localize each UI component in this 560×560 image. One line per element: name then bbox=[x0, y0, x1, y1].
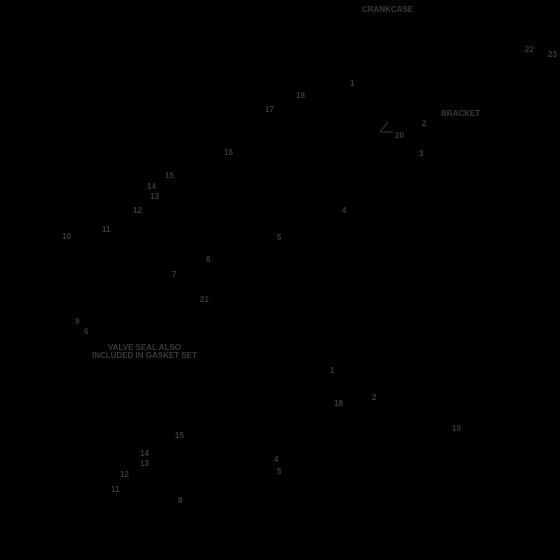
callout-1-2: 1 bbox=[350, 80, 354, 88]
callout-13-11: 13 bbox=[150, 193, 159, 201]
callout-11-32: 11 bbox=[111, 486, 119, 494]
leader-lines bbox=[0, 0, 560, 560]
callout-2-23: 2 bbox=[372, 394, 376, 402]
callout-14-10: 14 bbox=[147, 183, 156, 191]
callout-14-27: 14 bbox=[140, 450, 149, 458]
callout-17-4: 17 bbox=[265, 106, 274, 114]
callout-20-6: 20 bbox=[395, 132, 404, 140]
callout-8-17: 8 bbox=[206, 256, 210, 264]
callout-15-26: 15 bbox=[175, 432, 184, 440]
callout-8-33: 8 bbox=[178, 497, 182, 505]
valve-seal-note-line2: INCLUDED IN GASKET SET bbox=[92, 351, 197, 360]
callout-18-3: 18 bbox=[296, 92, 305, 100]
label-crankcase: CRANKCASE bbox=[362, 6, 413, 14]
callout-9-20: 9 bbox=[75, 318, 79, 326]
exploded-parts-diagram: CRANKCASE BRACKET VALVE SEAL ALSO INCLUD… bbox=[0, 0, 560, 560]
callout-22-0: 22 bbox=[525, 46, 534, 54]
callout-5-31: 5 bbox=[277, 468, 281, 476]
callout-15-9: 15 bbox=[165, 172, 174, 180]
callout-4-29: 4 bbox=[274, 456, 278, 464]
callout-12-30: 12 bbox=[120, 471, 129, 479]
callout-11-13: 11 bbox=[102, 226, 110, 234]
callout-1-22: 1 bbox=[330, 367, 334, 375]
callout-18-24: 18 bbox=[334, 400, 343, 408]
callout-4-14: 4 bbox=[342, 207, 346, 215]
callout-13-28: 13 bbox=[140, 460, 149, 468]
callout-6-21: 6 bbox=[84, 328, 88, 336]
callout-10-15: 10 bbox=[62, 233, 71, 241]
label-bracket: BRACKET bbox=[441, 110, 480, 118]
callout-23-1: 23 bbox=[548, 51, 557, 59]
callout-3-7: 3 bbox=[419, 150, 423, 158]
callout-12-12: 12 bbox=[133, 207, 142, 215]
callout-21-19: 21 bbox=[200, 296, 209, 304]
callout-2-5: 2 bbox=[422, 120, 426, 128]
valve-seal-note: VALVE SEAL ALSO INCLUDED IN GASKET SET bbox=[92, 344, 197, 360]
callout-19-25: 19 bbox=[452, 425, 461, 433]
callout-7-18: 7 bbox=[172, 271, 176, 279]
callout-5-16: 5 bbox=[277, 234, 281, 242]
callout-16-8: 16 bbox=[224, 149, 233, 157]
